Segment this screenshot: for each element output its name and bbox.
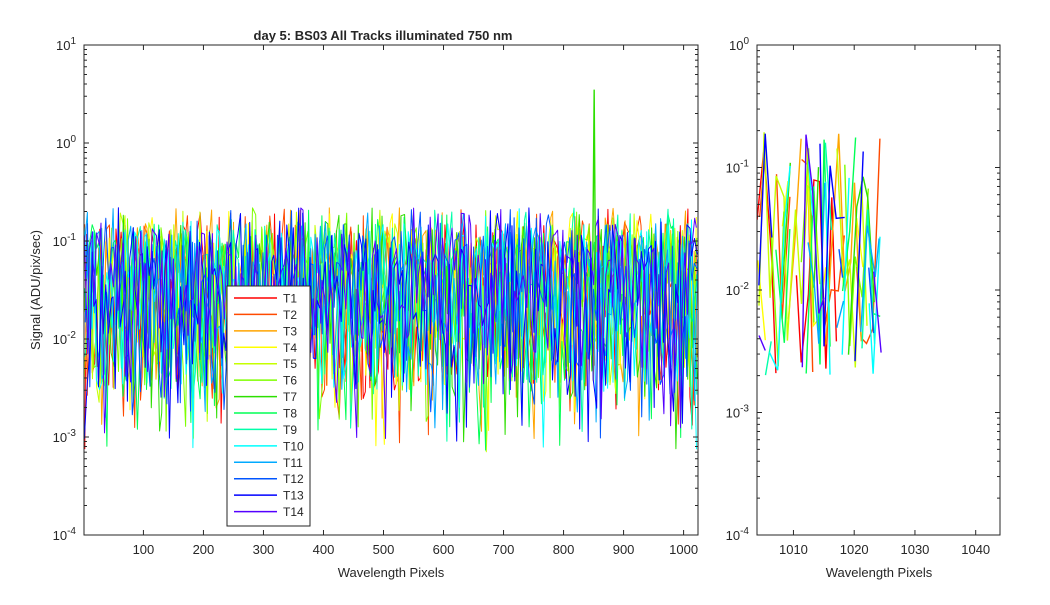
legend-label-t8: T8 [283, 407, 297, 421]
legend-label-t3: T3 [283, 324, 297, 338]
main-x-axis-label: Wavelength Pixels [338, 565, 445, 580]
main-y-tick-label: 10-1 [53, 232, 77, 249]
main-y-tick-label: 10-4 [53, 526, 77, 543]
zoom-axes: 1010 1020 1030 1040 10-4 10-3 10-2 10-1 100 Wav… [726, 36, 1001, 580]
main-x-tick-label: 700 [493, 542, 515, 557]
main-axes: 100 200 300 400 500 600 700 800 900 1000 10-4 10-3… [28, 36, 699, 580]
zoom-y-tick-label: 10-4 [726, 526, 750, 543]
zoom-y-tick-label: 10-1 [726, 159, 750, 176]
chart-title: day 5: BS03 All Tracks illuminated 750 n… [254, 28, 513, 43]
zoom-y-tick-label: 10-2 [726, 281, 750, 298]
zoom-axes-box [756, 44, 1001, 536]
zoom-axes-background [757, 45, 1000, 535]
legend-label-t14: T14 [283, 505, 304, 519]
main-x-tick-label: 200 [193, 542, 215, 557]
main-x-tick-label: 600 [433, 542, 455, 557]
main-x-ticks: 100 200 300 400 500 600 700 800 900 1000 [133, 45, 698, 557]
main-y-axis-label: Signal (ADU/pix/sec) [28, 230, 43, 350]
legend-label-t11: T11 [283, 456, 303, 470]
zoom-x-tick-label: 1010 [779, 542, 808, 557]
legend-label-t2: T2 [283, 308, 297, 322]
main-y-tick-label: 10-3 [53, 428, 77, 445]
main-x-tick-label: 500 [373, 542, 395, 557]
legend: T1 T2 T3 T4 T5 T6 T7 T8 T9 T10 T11 T12 T13 T14 [226, 285, 311, 527]
legend-label-t13: T13 [283, 489, 304, 503]
zoom-series-line-t13 [758, 133, 864, 362]
spike-t7 [591, 89, 597, 310]
zoom-series-line-t14 [758, 134, 882, 368]
main-axes-box [83, 44, 699, 536]
main-x-tick-label: 800 [553, 542, 575, 557]
zoom-series-line-t12 [838, 249, 875, 334]
legend-label-t9: T9 [283, 423, 297, 437]
legend-label-t7: T7 [283, 390, 297, 404]
zoom-y-tick-label: 10-3 [726, 404, 750, 421]
main-x-tick-label: 400 [313, 542, 335, 557]
zoom-plot-lines [757, 132, 881, 375]
main-annotations [591, 89, 597, 310]
legend-label-t5: T5 [283, 357, 297, 371]
main-x-tick-label: 100 [133, 542, 155, 557]
zoom-x-tick-label: 1040 [961, 542, 990, 557]
zoom-series-line-t9 [764, 142, 876, 376]
legend-label-t10: T10 [283, 439, 304, 453]
main-y-tick-label: 100 [56, 134, 76, 151]
legend-label-t12: T12 [283, 472, 304, 486]
zoom-x-axis-label: Wavelength Pixels [826, 565, 933, 580]
legend-label-t6: T6 [283, 374, 297, 388]
legend-label-t4: T4 [283, 341, 297, 355]
zoom-x-tick-label: 1030 [900, 542, 929, 557]
main-x-tick-label: 1000 [669, 542, 698, 557]
legend-box [226, 285, 311, 527]
zoom-y-tick-label: 100 [729, 36, 749, 53]
main-x-tick-label: 300 [253, 542, 275, 557]
main-x-tick-label: 900 [613, 542, 635, 557]
zoom-x-ticks: 1010 1020 1030 1040 [779, 45, 990, 557]
zoom-series-line-t10 [768, 161, 881, 375]
zoom-series-line-t8 [775, 137, 881, 374]
legend-label-t1: T1 [283, 292, 297, 306]
main-y-tick-label: 101 [56, 36, 76, 53]
main-y-tick-label: 10-2 [53, 330, 77, 347]
zoom-x-tick-label: 1020 [840, 542, 869, 557]
